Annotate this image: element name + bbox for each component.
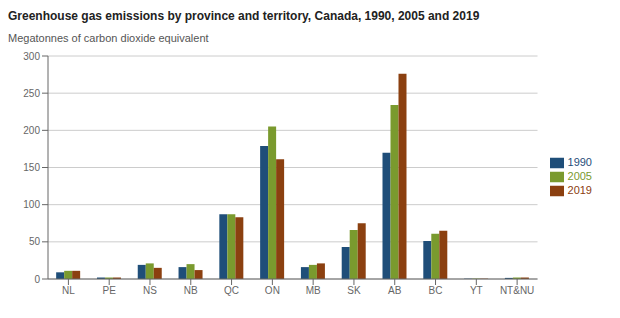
svg-text:YT: YT [470, 285, 483, 296]
svg-text:250: 250 [23, 88, 40, 99]
svg-text:NL: NL [62, 285, 75, 296]
html-text:2019: 2019 [567, 184, 592, 196]
svg-text:PE: PE [103, 285, 117, 296]
html-text:2005: 2005 [567, 170, 592, 182]
svg-text:100: 100 [23, 199, 40, 210]
svg-text:NT&NU: NT&NU [500, 285, 534, 296]
svg-text:200: 200 [23, 125, 40, 136]
svg-text:QC: QC [224, 285, 239, 296]
svg-text:BC: BC [429, 285, 443, 296]
svg-text:ON: ON [265, 285, 280, 296]
html-text:Megatonnes of carbon dioxide e: Megatonnes of carbon dioxide equivalent [8, 32, 209, 44]
svg-text:300: 300 [23, 51, 40, 62]
svg-text:NS: NS [143, 285, 157, 296]
html-text:1990: 1990 [567, 155, 592, 168]
svg-text:150: 150 [23, 162, 40, 173]
html-text:Greenhouse gas emissions by pr: Greenhouse gas emissions by province and… [8, 9, 480, 23]
svg-text:50: 50 [29, 236, 41, 247]
svg-text:AB: AB [388, 285, 402, 296]
svg-text:NB: NB [184, 285, 198, 296]
svg-text:SK: SK [347, 285, 361, 296]
svg-text:0: 0 [34, 274, 40, 285]
svg-text:MB: MB [306, 285, 321, 296]
